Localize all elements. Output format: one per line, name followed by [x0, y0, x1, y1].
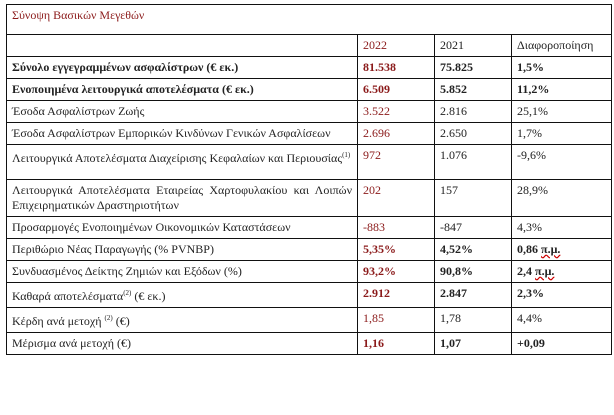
value-2022: 81.538: [357, 56, 435, 79]
table-row: Προσαρμογές Ενοποιημένων Οικονομικών Κατ…: [6, 216, 612, 239]
value-2021: 157: [434, 179, 512, 217]
row-label: Καθαρά αποτελέσματα(2) (€ εκ.): [6, 282, 358, 308]
value-2022: -883: [357, 216, 435, 239]
header-diff: Διαφοροποίηση: [511, 34, 612, 57]
value-2021: 5.852: [434, 78, 512, 101]
key-figures-table: Σύνοψη Βασικών Μεγεθών 2022 2021 Διαφορο…: [6, 4, 612, 355]
row-label: Έσοδα Ασφαλίστρων Ζωής: [6, 100, 358, 123]
value-2022: 3.522: [357, 100, 435, 123]
value-2022: 2.912: [357, 282, 435, 308]
diff-value: +0,09: [511, 332, 612, 355]
value-2022: 93,2%: [357, 260, 435, 283]
header-label: [6, 34, 358, 57]
value-2021: 90,8%: [434, 260, 512, 283]
value-2021: 2.816: [434, 100, 512, 123]
table-title: Σύνοψη Βασικών Μεγεθών: [6, 4, 612, 35]
row-label: Σύνολο εγγεγραμμένων ασφαλίστρων (€ εκ.): [6, 56, 358, 79]
row-label: Έσοδα Ασφαλίστρων Εμπορικών Κινδύνων Γεν…: [6, 122, 358, 145]
diff-value: -9,6%: [511, 144, 612, 180]
row-label: Περιθώριο Νέας Παραγωγής (% PVNBP): [6, 238, 358, 261]
table-row: Κέρδη ανά μετοχή (2) (€) 1,85 1,78 4,4%: [6, 307, 612, 333]
row-label: Προσαρμογές Ενοποιημένων Οικονομικών Κατ…: [6, 216, 358, 239]
value-2021: 2.650: [434, 122, 512, 145]
diff-value: 2,3%: [511, 282, 612, 308]
value-2022: 2.696: [357, 122, 435, 145]
row-label: Μέρισμα ανά μετοχή (€): [6, 332, 358, 355]
diff-value: 1,5%: [511, 56, 612, 79]
value-2021: 4,52%: [434, 238, 512, 261]
diff-value: 2,4 π.μ.: [511, 260, 612, 283]
value-2021: 1.076: [434, 144, 512, 180]
diff-value: 1,7%: [511, 122, 612, 145]
value-2022: 1,85: [357, 307, 435, 333]
footnote-ref: (1): [342, 151, 351, 159]
value-2021: 1,78: [434, 307, 512, 333]
table-row: Ενοποιημένα λειτουργικά αποτελέσματα (€ …: [6, 78, 612, 101]
value-2022: 6.509: [357, 78, 435, 101]
value-2021: 2.847: [434, 282, 512, 308]
footnote-ref: (2): [123, 289, 132, 297]
row-label: Λειτουργικά Αποτελέσματα Διαχείρισης Κεφ…: [6, 144, 358, 180]
diff-value: 4,4%: [511, 307, 612, 333]
table-row: Σύνολο εγγεγραμμένων ασφαλίστρων (€ εκ.)…: [6, 56, 612, 79]
diff-value: 28,9%: [511, 179, 612, 217]
value-2021: 1,07: [434, 332, 512, 355]
value-2021: -847: [434, 216, 512, 239]
header-2021: 2021: [434, 34, 512, 57]
row-label: Συνδυασμένος Δείκτης Ζημιών και Εξόδων (…: [6, 260, 358, 283]
header-row: 2022 2021 Διαφοροποίηση: [6, 34, 612, 57]
table-row: Έσοδα Ασφαλίστρων Εμπορικών Κινδύνων Γεν…: [6, 122, 612, 145]
table-row: Καθαρά αποτελέσματα(2) (€ εκ.) 2.912 2.847…: [6, 282, 612, 308]
table-row: Μέρισμα ανά μετοχή (€) 1,16 1,07 +0,09: [6, 332, 612, 355]
value-2022: 5,35%: [357, 238, 435, 261]
table-row: Περιθώριο Νέας Παραγωγής (% PVNBP) 5,35% 4…: [6, 238, 612, 261]
value-2022: 1,16: [357, 332, 435, 355]
table-row: Συνδυασμένος Δείκτης Ζημιών και Εξόδων (…: [6, 260, 612, 283]
table-row: Λειτουργικά Αποτελέσματα Διαχείρισης Κεφ…: [6, 144, 612, 180]
row-label: Κέρδη ανά μετοχή (2) (€): [6, 307, 358, 333]
value-2021: 75.825: [434, 56, 512, 79]
diff-value: 25,1%: [511, 100, 612, 123]
row-label: Λειτουργικά Αποτελέσματα Εταιρείας Χαρτο…: [6, 179, 358, 217]
table-row: Λειτουργικά Αποτελέσματα Εταιρείας Χαρτο…: [6, 179, 612, 217]
value-2022: 202: [357, 179, 435, 217]
diff-value: 4,3%: [511, 216, 612, 239]
row-label: Ενοποιημένα λειτουργικά αποτελέσματα (€ …: [6, 78, 358, 101]
footnote-ref: (2): [104, 314, 113, 322]
diff-unit: π.μ.: [535, 264, 555, 278]
value-2022: 972: [357, 144, 435, 180]
diff-value: 0,86 π.μ.: [511, 238, 612, 261]
diff-value: 11,2%: [511, 78, 612, 101]
table-row: Έσοδα Ασφαλίστρων Ζωής 3.522 2.816 25,1%: [6, 100, 612, 123]
diff-unit: π.μ.: [541, 242, 561, 256]
header-2022: 2022: [357, 34, 435, 57]
